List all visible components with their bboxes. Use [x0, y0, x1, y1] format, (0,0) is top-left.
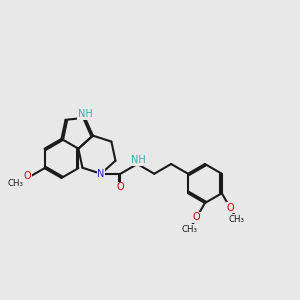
Text: CH₃: CH₃	[229, 215, 245, 224]
Text: NH: NH	[78, 109, 92, 119]
Text: O: O	[226, 202, 234, 213]
Text: CH₃: CH₃	[182, 225, 198, 234]
Text: N: N	[97, 169, 105, 179]
Text: CH₃: CH₃	[8, 179, 23, 188]
Text: O: O	[117, 182, 124, 192]
Text: O: O	[193, 212, 200, 222]
Text: O: O	[23, 171, 31, 182]
Text: NH: NH	[131, 155, 146, 165]
